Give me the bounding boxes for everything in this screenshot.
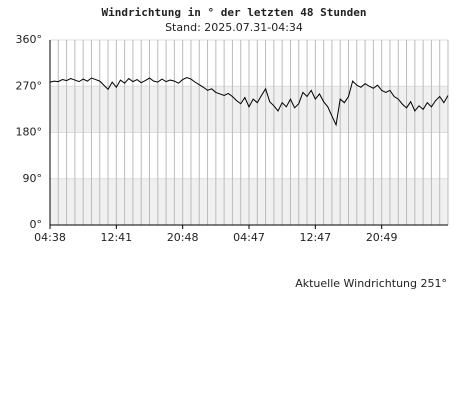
data-line: [49, 76, 449, 127]
x-tick-label: 04:38: [34, 231, 66, 244]
y-tick-label: 90°: [23, 172, 43, 185]
y-tick-label: 0°: [30, 218, 43, 231]
x-tick-label: 20:48: [167, 231, 199, 244]
chart-subtitle: Stand: 2025.07.31-04:34: [165, 21, 303, 34]
x-tick-label: 12:47: [299, 231, 331, 244]
y-tick-label: 180°: [16, 126, 43, 139]
annotation: Aktuelle Windrichtung 251°: [295, 277, 447, 290]
y-tick-label: 270°: [16, 79, 43, 92]
x-tick-label: 20:49: [366, 231, 398, 244]
x-tick-label: 12:41: [100, 231, 132, 244]
chart-title: Windrichtung in ° der letzten 48 Stunden: [102, 6, 367, 19]
x-tick-label: 04:47: [233, 231, 265, 244]
y-tick-label: 360°: [16, 33, 43, 46]
